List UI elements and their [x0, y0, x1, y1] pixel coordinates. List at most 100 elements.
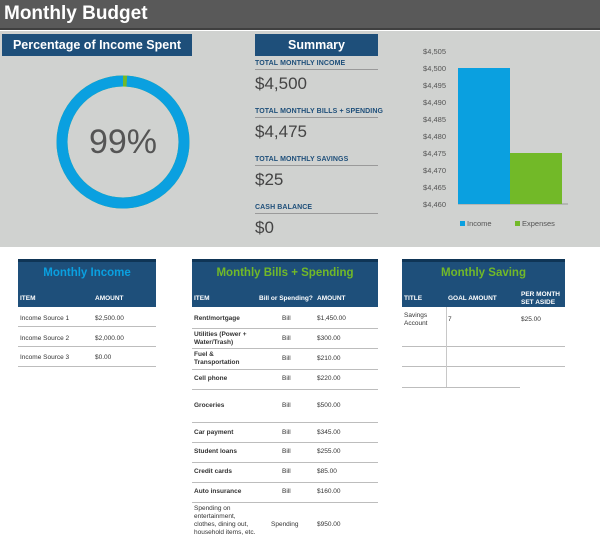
bill-item: Cell phone: [194, 375, 228, 382]
table-row[interactable]: Income Source 3 $0.00: [18, 347, 156, 367]
table-row[interactable]: Income Source 2 $2,000.00: [18, 327, 156, 347]
bill-item: Fuel & Transportation: [194, 351, 240, 366]
income-amount: $2,500.00: [95, 315, 124, 322]
y-tick-label: $4,500: [423, 64, 446, 73]
bills-col-amount: AMOUNT: [317, 295, 346, 302]
bar-income: [458, 68, 510, 204]
bill-amount: $85.00: [317, 468, 337, 475]
saving-section: Monthly Saving TITLE GOAL AMOUNT PER MON…: [402, 259, 565, 389]
summary-heading-text: Summary: [288, 38, 345, 52]
saving-col-per-month: PER MONTH SET ASIDE: [521, 291, 560, 306]
bill-amount: $220.00: [317, 375, 341, 382]
page-title: Monthly Budget: [4, 3, 148, 24]
income-section: Monthly Income ITEM AMOUNT Income Source…: [18, 259, 156, 369]
table-row[interactable]: Spending on entertainment, clothes, dini…: [192, 503, 378, 553]
bill-amount: $255.00: [317, 448, 341, 455]
table-row[interactable]: Utilities (Power + Water/Trash) Bill $30…: [192, 329, 378, 349]
bill-item: Credit cards: [194, 468, 232, 475]
summary-heading: Summary: [255, 34, 378, 56]
summary-value: $0: [255, 218, 274, 237]
donut-chart: [56, 75, 190, 209]
saving-header: Monthly Saving TITLE GOAL AMOUNT PER MON…: [402, 259, 565, 307]
summary-label: TOTAL MONTHLY BILLS + SPENDING: [255, 108, 383, 118]
bill-item: Spending on entertainment, clothes, dini…: [194, 505, 256, 536]
bill-item: Student loans: [194, 448, 237, 455]
percentage-heading-text: Percentage of Income Spent: [12, 38, 182, 52]
bill-item: Rent/mortgage: [194, 315, 240, 322]
percentage-value: 99%: [88, 123, 158, 161]
y-tick-label: $4,485: [423, 115, 446, 124]
table-row[interactable]: Groceries Bill $500.00: [192, 390, 378, 423]
saving-col-title: TITLE: [404, 295, 423, 302]
income-col-amount: AMOUNT: [95, 295, 124, 302]
y-tick-label: $4,495: [423, 81, 446, 90]
bill-amount: $160.00: [317, 488, 341, 495]
summary-value: $4,475: [255, 122, 307, 141]
table-row[interactable]: Income Source 1 $2,500.00: [18, 307, 156, 327]
income-vs-expenses-chart: $4,460 $4,465 $4,470 $4,475 $4,480 $4,485 $4,4…: [400, 31, 600, 247]
bill-type: Spending: [271, 521, 299, 528]
bill-type: Bill: [282, 315, 291, 322]
legend-label: Income: [467, 219, 492, 228]
bill-type: Bill: [282, 468, 291, 475]
table-row[interactable]: Savings Account 7 $25.00: [402, 307, 565, 347]
income-amount: $0.00: [95, 354, 112, 361]
summary-total-income: TOTAL MONTHLY INCOME $4,500: [255, 60, 378, 94]
summary-total-bills: TOTAL MONTHLY BILLS + SPENDING $4,475: [255, 108, 383, 142]
y-tick-label: $4,470: [423, 166, 446, 175]
bill-type: Bill: [282, 448, 291, 455]
bar-chart-svg: $4,460 $4,465 $4,470 $4,475 $4,480 $4,485 $4,4…: [423, 47, 568, 228]
bill-amount: $345.00: [317, 429, 341, 436]
y-tick-label: $4,475: [423, 149, 446, 158]
bill-amount: $210.00: [317, 355, 341, 362]
legend-label: Expenses: [522, 219, 555, 228]
bill-amount: $1,450.00: [317, 315, 346, 322]
summary-label: TOTAL MONTHLY SAVINGS: [255, 156, 378, 166]
bill-type: Bill: [282, 429, 291, 436]
y-tick-label: $4,505: [423, 47, 446, 56]
table-row[interactable]: Student loans Bill $255.00: [192, 443, 378, 463]
table-row[interactable]: Cell phone Bill $220.00: [192, 370, 378, 390]
bill-amount: $300.00: [317, 335, 341, 342]
table-row[interactable]: [402, 347, 565, 367]
bill-item: Utilities (Power + Water/Trash): [194, 331, 247, 346]
saving-goal-cell: 7: [448, 316, 452, 323]
table-row[interactable]: Credit cards Bill $85.00: [192, 463, 378, 483]
saving-per-month-cell: $25.00: [521, 316, 541, 323]
bills-header: Monthly Bills + Spending ITEM Bill or Sp…: [192, 259, 378, 307]
donut-spent-arc: [56, 75, 190, 209]
y-tick-label: $4,465: [423, 183, 446, 192]
bill-item: Groceries: [194, 402, 225, 409]
column-divider: [446, 307, 447, 387]
bill-item: Car payment: [194, 429, 234, 436]
percentage-heading: Percentage of Income Spent: [2, 34, 192, 56]
legend-swatch: [515, 221, 520, 226]
bills-section: Monthly Bills + Spending ITEM Bill or Sp…: [192, 259, 378, 554]
table-row[interactable]: [402, 367, 520, 388]
bar-expenses: [510, 153, 562, 204]
table-row[interactable]: Rent/mortgage Bill $1,450.00: [192, 307, 378, 329]
income-item: Income Source 2: [20, 335, 70, 342]
table-row[interactable]: Car payment Bill $345.00: [192, 423, 378, 443]
legend-swatch: [460, 221, 465, 226]
bill-amount: $950.00: [317, 521, 341, 528]
bill-item: Auto insurance: [194, 488, 242, 495]
table-row[interactable]: Auto insurance Bill $160.00: [192, 483, 378, 503]
saving-col-goal: GOAL AMOUNT: [448, 295, 497, 302]
table-row[interactable]: Fuel & Transportation Bill $210.00: [192, 349, 378, 370]
income-item: Income Source 1: [20, 315, 70, 322]
bills-col-type: Bill or Spending?: [259, 295, 313, 302]
summary-value: $25: [255, 170, 284, 189]
bill-type: Bill: [282, 335, 291, 342]
summary-cash-balance: CASH BALANCE $0: [255, 204, 378, 238]
bill-type: Bill: [282, 355, 291, 362]
bill-type: Bill: [282, 375, 291, 382]
bill-type: Bill: [282, 488, 291, 495]
y-tick-label: $4,460: [423, 200, 446, 209]
bill-amount: $500.00: [317, 402, 341, 409]
title-bar: Monthly Budget: [0, 0, 600, 30]
percentage-donut: 99%: [55, 74, 191, 210]
income-col-item: ITEM: [20, 295, 36, 302]
bill-type: Bill: [282, 402, 291, 409]
summary-label: TOTAL MONTHLY INCOME: [255, 60, 378, 70]
